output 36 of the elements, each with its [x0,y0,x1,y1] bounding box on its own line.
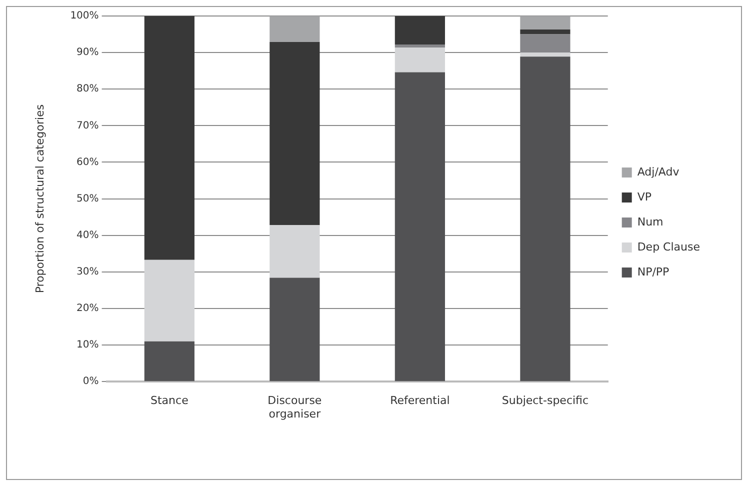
bar [394,47,445,72]
legend-label: VP [637,190,652,204]
y-tick-label: 70% [76,120,99,132]
x-tick-label: Stance [150,394,189,408]
bar [394,72,445,382]
y-tick-label: 0% [82,376,99,388]
bar [144,341,194,382]
bar [520,52,570,57]
y-tick-label: 40% [76,230,99,241]
bar [270,16,320,42]
bar [394,44,445,48]
y-tick-label: 80% [76,84,99,95]
legend-label: Dep Clause [637,240,700,254]
y-tick-label: 10% [76,340,99,351]
y-tick-label: 100% [70,10,99,22]
y-axis-title: Proportion of structural categories [33,104,46,294]
y-tick-label: 90% [76,47,99,58]
bar [520,56,570,382]
legend-label: NP/PP [637,265,670,278]
y-tick-label: 20% [76,303,99,314]
legend-label: Num [637,215,664,228]
bar [144,260,194,342]
bar [520,30,570,34]
x-tick-label: Subject-specific [502,394,589,408]
bar [144,16,194,260]
bar [270,225,320,278]
y-tick-label: 30% [76,266,99,278]
bar [394,16,445,45]
legend-label: Adj/Adv [637,165,680,178]
bar [520,16,570,30]
x-tick-label: Referential [390,394,450,408]
bar [270,42,320,226]
y-tick-label: 50% [76,193,99,204]
y-tick-label: 60% [76,156,99,168]
x-tick-label: Discourse organiser [268,394,322,420]
bar [270,278,320,382]
